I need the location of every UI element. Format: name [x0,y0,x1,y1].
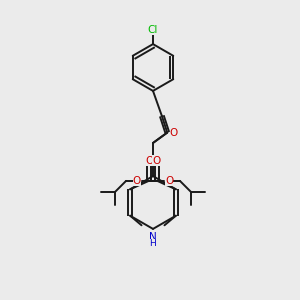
Text: O: O [170,128,178,138]
Text: Cl: Cl [148,25,158,35]
Text: O: O [165,176,173,186]
Text: O: O [146,155,154,166]
Text: N: N [149,232,157,242]
Text: H: H [150,239,156,248]
Text: O: O [152,155,160,166]
Text: O: O [133,176,141,186]
